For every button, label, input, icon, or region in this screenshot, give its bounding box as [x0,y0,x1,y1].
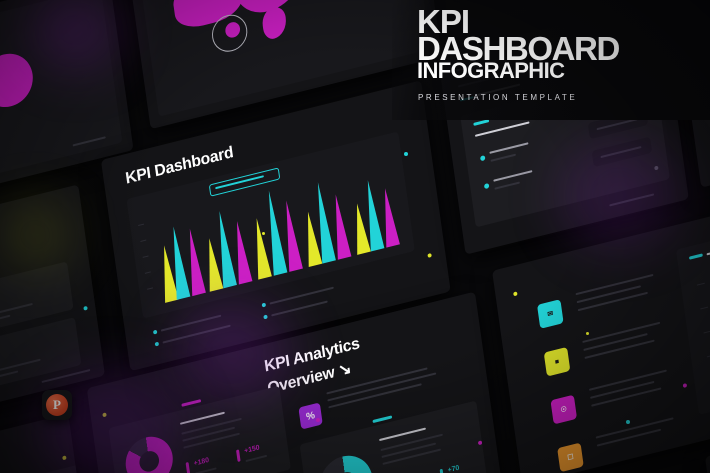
speck-magenta-1 [316,418,320,422]
speck-cyan-2 [626,420,630,424]
analytics-val-150: +150 [243,444,261,456]
slide-left-dashboard-area[interactable]: Dashboard [0,413,97,473]
powerpoint-badge: P [42,390,72,420]
card-icon: ☐ [557,442,584,473]
speck-yellow-2 [586,332,589,335]
speck-cyan-1 [404,152,408,156]
bars-icon: ■ [543,346,571,377]
analytics-panel-magenta[interactable]: +180 +150 [108,385,291,473]
title-block: KPI DASHBOARD INFOGRAPHIC PRESENTATION T… [392,0,710,120]
analytics-val-70: +70 [447,464,460,473]
percent-icon: % [298,402,323,430]
mail-icon: ✉ [537,299,564,329]
speck-yellow-1 [262,232,265,235]
powerpoint-icon: P [46,394,68,416]
title-tagline: PRESENTATION TEMPLATE [418,93,578,102]
arrow-icon-analytics: ↘ [337,359,353,380]
analytics-val-180: +180 [193,456,210,468]
title-line-infographic: INFOGRAPHIC [417,58,565,83]
analytics-panel-cyan[interactable]: +80 +70 [299,400,490,473]
chat-icon: ☉ [550,394,578,425]
